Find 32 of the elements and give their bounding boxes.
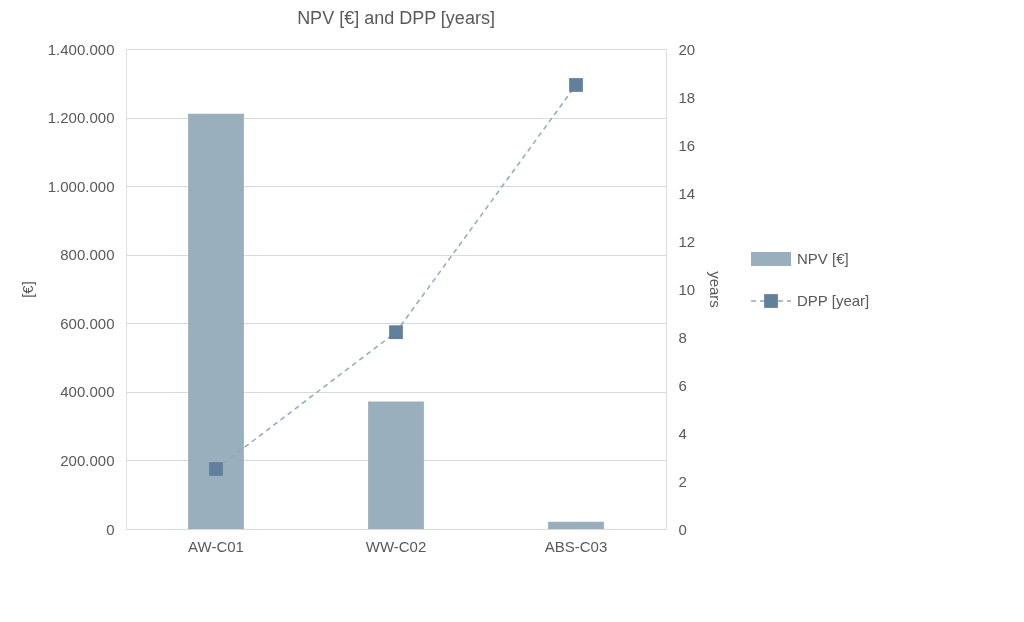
y-tick-label: 800.000 — [60, 246, 115, 264]
y2-tick-label: 18 — [678, 88, 696, 106]
y-axis-title: [€] — [18, 281, 36, 298]
y-tick-label: 600.000 — [60, 314, 115, 332]
x-tick-label: AW-C01 — [188, 537, 244, 555]
chart-title: NPV [€] and DPP [years] — [297, 8, 495, 28]
y-tick-label: 1.000.000 — [47, 177, 115, 195]
point — [389, 325, 403, 340]
y2-tick-label: 0 — [678, 520, 687, 538]
y2-tick-label: 6 — [678, 376, 687, 394]
y2-tick-label: 14 — [678, 184, 696, 202]
bar — [368, 401, 424, 529]
y2-axis-title: years — [707, 271, 725, 308]
y2-tick-label: 16 — [678, 136, 696, 154]
y-tick-label: 400.000 — [60, 383, 115, 401]
bar — [548, 521, 604, 529]
legend-label: NPV [€] — [797, 250, 849, 267]
y2-tick-label: 2 — [678, 472, 687, 490]
point — [569, 78, 583, 92]
y2-tick-label: 10 — [678, 280, 696, 298]
y-tick-label: 200.000 — [60, 451, 115, 469]
point — [209, 462, 223, 476]
y-tick-label: 1.400.000 — [47, 40, 115, 58]
x-tick-label: ABS-C03 — [544, 537, 608, 555]
legend-label: DPP [year] — [797, 292, 870, 309]
y-tick-label: 0 — [106, 520, 115, 538]
y2-tick-label: 20 — [678, 40, 696, 58]
y-tick-label: 1.200.000 — [47, 109, 115, 127]
y2-tick-label: 12 — [678, 232, 696, 250]
x-tick-label: WW-C02 — [365, 537, 427, 555]
y2-tick-label: 4 — [678, 424, 687, 442]
y2-tick-label: 8 — [678, 328, 687, 346]
